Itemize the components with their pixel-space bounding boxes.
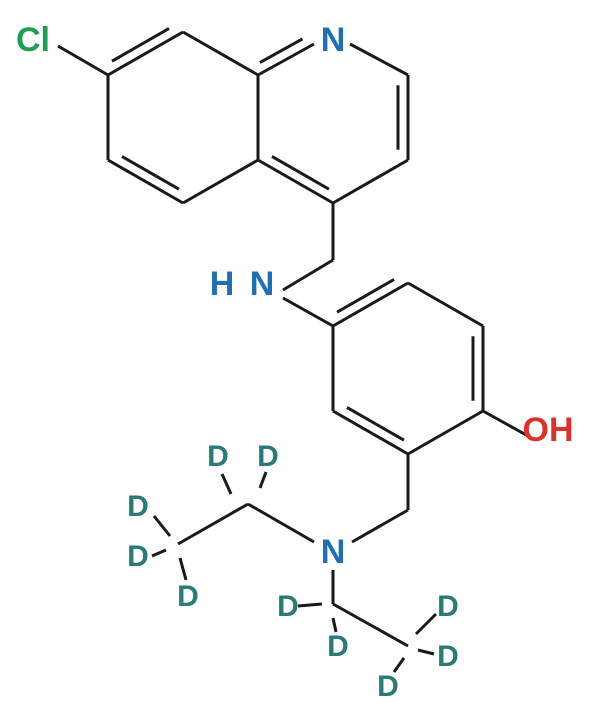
atom-label: D xyxy=(127,540,149,573)
atom-label: D xyxy=(207,440,229,473)
atom-label: D xyxy=(177,580,199,613)
atom-label: OH xyxy=(523,411,574,449)
atom-label: N xyxy=(321,533,346,571)
svg-text:N: N xyxy=(250,265,275,303)
atom-label: D xyxy=(277,590,299,623)
atom-label: D xyxy=(437,590,459,623)
atom-label: D xyxy=(257,440,279,473)
atom-label: N xyxy=(321,21,346,59)
chemical-structure: ClNHNOHNDDDDDDDDDD xyxy=(0,0,600,703)
svg-text:H: H xyxy=(210,265,235,303)
atom-label: D xyxy=(327,630,349,663)
atom-label: D xyxy=(437,640,459,673)
atom-label: Cl xyxy=(16,21,50,59)
atom-label: D xyxy=(377,670,399,703)
atom-label: D xyxy=(127,490,149,523)
